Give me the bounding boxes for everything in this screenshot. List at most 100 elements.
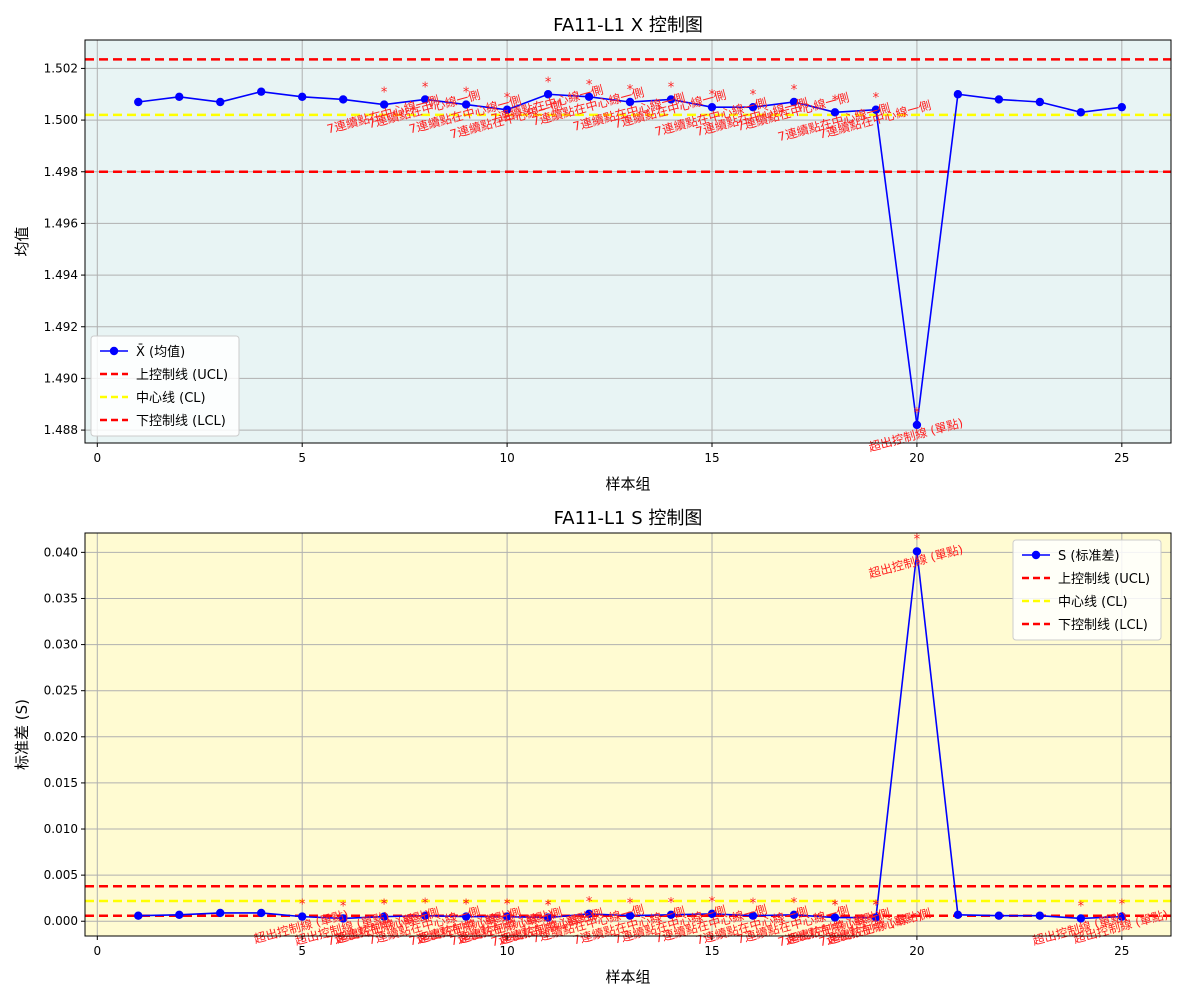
- x-tick-label: 20: [909, 944, 924, 958]
- legend-label: 上控制线 (UCL): [1058, 572, 1150, 587]
- y-tick-label: 1.488: [44, 423, 78, 437]
- plot-frame: [84, 532, 1172, 937]
- legend-label: S (标准差): [1058, 549, 1120, 564]
- data-point: [789, 910, 799, 919]
- legend-label: 下控制线 (LCL): [136, 414, 226, 429]
- data-point: [216, 908, 225, 918]
- annotation-marker: *: [791, 896, 798, 911]
- annotation-marker: *: [914, 532, 921, 547]
- chart-1: *7連續點在中心線一側*7連續點在中心線一側*7連續點在中心線一側*7連續點在中…: [13, 15, 1172, 493]
- data-point: [461, 912, 471, 921]
- y-tick-label: 0.000: [44, 914, 78, 928]
- annotation-marker: *: [381, 86, 388, 101]
- annotation-marker: *: [504, 898, 511, 913]
- legend: X̄ (均值) 上控制线 (UCL) 中心线 (CL) 下控制线 (LCL): [90, 335, 240, 437]
- plot-background: [85, 533, 1171, 936]
- chart-title: FA11-L1 S 控制图: [554, 508, 703, 529]
- annotation-marker: *: [627, 897, 634, 912]
- data-point: [257, 908, 266, 918]
- legend-box: [1012, 539, 1162, 641]
- data-point: [912, 420, 922, 430]
- annotation-marker: *: [873, 91, 880, 106]
- annotation-marker: *: [463, 898, 470, 913]
- data-point: [994, 95, 1004, 104]
- data-point: [216, 97, 225, 107]
- data-point: [666, 95, 676, 104]
- data-point: [1035, 911, 1045, 920]
- data-point: [134, 97, 143, 107]
- data-point: [420, 95, 430, 104]
- annotation-marker: *: [422, 80, 429, 95]
- x-tick-label: 15: [704, 944, 719, 958]
- annotation-marker: *: [914, 406, 921, 421]
- chart-2: *超出控制線 (單點)*超出控制線 (單點)*超出控制線 (單點)*7連續點在中…: [13, 508, 1172, 986]
- data-point: [379, 912, 389, 921]
- y-tick-label: 1.502: [44, 61, 78, 75]
- annotation-marker: *: [873, 899, 880, 914]
- x-tick-label: 5: [298, 944, 306, 958]
- data-point: [502, 105, 512, 114]
- y-tick-label: 1.494: [44, 268, 78, 282]
- data-point: [543, 913, 553, 922]
- x-tick-label: 15: [704, 451, 719, 465]
- annotation-marker: *: [627, 83, 634, 98]
- data-point: [338, 95, 348, 104]
- data-point: [953, 90, 963, 99]
- data-point: [871, 913, 881, 922]
- annotation-marker: *: [873, 899, 880, 914]
- x-tick-label: 10: [499, 944, 514, 958]
- data-point: [789, 97, 799, 107]
- data-point: [830, 108, 840, 117]
- legend-swatch-marker: [109, 346, 119, 356]
- y-tick-label: 0.005: [44, 868, 78, 882]
- data-point: [298, 912, 307, 921]
- annotation-marker: *: [381, 898, 388, 913]
- data-point: [1076, 914, 1086, 923]
- data-point: [543, 90, 553, 99]
- y-tick-label: 0.025: [44, 684, 78, 698]
- data-point: [953, 910, 963, 919]
- data-point: [666, 910, 676, 919]
- data-point: [871, 105, 881, 114]
- annotation-marker: *: [668, 896, 675, 911]
- legend-box: [90, 335, 240, 437]
- annotation-marker: *: [791, 83, 798, 98]
- legend-swatch-marker: [1031, 550, 1041, 560]
- y-tick-label: 0.015: [44, 776, 78, 790]
- annotation-marker: *: [832, 93, 839, 108]
- annotation-marker: *: [1078, 899, 1085, 914]
- x-axis-label: 样本组: [605, 968, 650, 986]
- annotation-marker: *: [750, 88, 757, 103]
- annotation-marker: *: [586, 78, 593, 93]
- annotation-marker: *: [299, 898, 306, 913]
- legend-label: 上控制线 (UCL): [136, 368, 228, 383]
- data-point: [625, 97, 635, 107]
- data-point: [298, 92, 307, 102]
- plot-frame: [84, 39, 1172, 444]
- annotation-marker: *: [340, 899, 347, 914]
- data-point: [175, 910, 184, 919]
- x-tick-label: 25: [1114, 944, 1129, 958]
- annotation-marker: *: [709, 895, 716, 910]
- data-point: [994, 911, 1004, 920]
- data-point: [134, 911, 143, 920]
- annotation-marker: *: [586, 895, 593, 910]
- annotation-marker: *: [545, 899, 552, 914]
- x-tick-label: 0: [93, 944, 101, 958]
- legend-label: 中心线 (CL): [136, 391, 206, 406]
- annotation-marker: *: [504, 91, 511, 106]
- annotation-marker: *: [750, 897, 757, 912]
- annotation-marker: *: [381, 898, 388, 913]
- data-point: [420, 911, 430, 920]
- y-tick-label: 0.030: [44, 638, 78, 652]
- annotation-marker: *: [832, 899, 839, 914]
- x-tick-label: 5: [298, 451, 306, 465]
- data-point: [584, 909, 594, 919]
- x-tick-label: 25: [1114, 451, 1129, 465]
- data-point: [748, 102, 758, 112]
- legend-label: 中心线 (CL): [1058, 595, 1128, 610]
- data-point: [707, 909, 717, 919]
- annotation-marker: *: [545, 75, 552, 90]
- y-axis-label: 均值: [13, 226, 31, 256]
